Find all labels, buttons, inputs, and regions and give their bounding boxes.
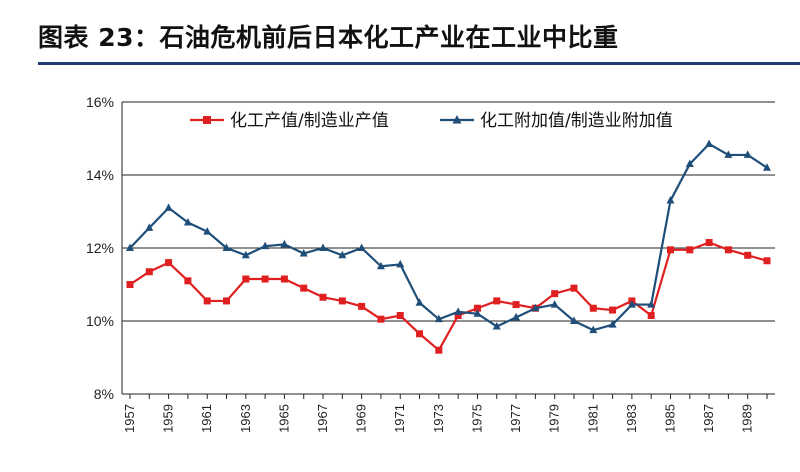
data-point-series-2 bbox=[454, 307, 463, 315]
data-point-series-1 bbox=[493, 297, 501, 305]
data-point-series-2 bbox=[743, 150, 752, 158]
data-point-series-1 bbox=[280, 275, 288, 283]
data-point-series-2 bbox=[357, 243, 366, 251]
y-tick-label: 8% bbox=[94, 386, 114, 402]
x-tick-label: 1965 bbox=[276, 404, 291, 433]
data-point-series-1 bbox=[435, 346, 443, 354]
data-point-series-2 bbox=[299, 248, 308, 257]
data-point-series-1 bbox=[570, 284, 578, 292]
y-tick-label: 10% bbox=[86, 313, 114, 329]
x-tick-label: 1985 bbox=[662, 404, 677, 433]
data-point-series-1 bbox=[242, 275, 250, 283]
data-point-series-2 bbox=[685, 159, 694, 168]
data-point-series-2 bbox=[492, 321, 501, 330]
data-point-series-1 bbox=[223, 297, 231, 305]
data-point-series-1 bbox=[416, 330, 424, 338]
x-tick-label: 1989 bbox=[740, 404, 755, 433]
data-point-series-2 bbox=[145, 223, 154, 231]
data-point-series-2 bbox=[222, 243, 231, 251]
data-point-series-2 bbox=[647, 300, 656, 308]
x-tick-label: 1973 bbox=[431, 404, 446, 433]
y-tick-label: 12% bbox=[86, 240, 114, 256]
data-point-series-1 bbox=[724, 246, 732, 254]
x-tick-label: 1983 bbox=[624, 404, 639, 433]
data-point-series-2 bbox=[763, 163, 771, 171]
data-point-series-1 bbox=[396, 312, 404, 320]
data-point-series-1 bbox=[744, 251, 752, 259]
data-point-series-2 bbox=[183, 217, 192, 226]
data-point-series-1 bbox=[338, 297, 346, 305]
data-point-series-2 bbox=[724, 150, 733, 158]
data-point-series-2 bbox=[319, 243, 328, 251]
data-point-series-1 bbox=[763, 257, 771, 265]
x-tick-label: 1977 bbox=[508, 404, 523, 433]
page-title: 图表 23：石油危机前后日本化工产业在工业中比重 bbox=[38, 23, 619, 52]
data-point-series-2 bbox=[666, 196, 675, 204]
data-point-series-2 bbox=[627, 300, 636, 308]
data-point-series-2 bbox=[473, 309, 482, 317]
data-point-series-2 bbox=[261, 241, 270, 250]
data-point-series-1 bbox=[551, 290, 559, 298]
data-point-series-2 bbox=[280, 239, 289, 248]
series-line-2 bbox=[129, 142, 768, 332]
data-point-series-2 bbox=[512, 312, 521, 321]
x-tick-label: 1981 bbox=[585, 404, 600, 433]
data-point-series-1 bbox=[300, 284, 308, 292]
title-divider bbox=[38, 62, 800, 65]
data-point-series-2 bbox=[569, 316, 578, 324]
data-point-series-1 bbox=[203, 297, 211, 305]
data-point-series-2 bbox=[164, 203, 173, 211]
x-tick-label: 1979 bbox=[547, 404, 562, 433]
data-point-series-2 bbox=[203, 227, 212, 235]
data-point-series-1 bbox=[705, 239, 713, 247]
legend-label: 化工产值/制造业产值 bbox=[230, 111, 389, 131]
data-point-series-2 bbox=[338, 250, 347, 259]
x-tick-label: 1971 bbox=[392, 404, 407, 433]
y-tick-label: 16% bbox=[86, 94, 114, 110]
data-point-series-2 bbox=[241, 250, 250, 259]
data-point-series-1 bbox=[666, 246, 674, 254]
x-tick-label: 1987 bbox=[701, 404, 716, 433]
data-point-series-1 bbox=[473, 304, 481, 312]
data-point-series-2 bbox=[550, 300, 559, 308]
x-tick-label: 1957 bbox=[122, 404, 137, 433]
data-point-series-1 bbox=[319, 293, 327, 301]
header: 图表 23：石油危机前后日本化工产业在工业中比重 bbox=[0, 0, 800, 68]
data-point-series-1 bbox=[609, 306, 617, 314]
data-point-series-2 bbox=[589, 325, 598, 334]
data-point-series-1 bbox=[377, 315, 385, 323]
data-point-series-1 bbox=[686, 246, 694, 254]
x-tick-label: 1963 bbox=[238, 404, 253, 433]
data-point-series-1 bbox=[261, 275, 269, 283]
x-tick-label: 1961 bbox=[199, 404, 214, 433]
data-point-series-1 bbox=[126, 281, 134, 288]
data-point-series-2 bbox=[396, 259, 405, 268]
data-point-series-1 bbox=[145, 268, 153, 276]
data-point-series-1 bbox=[454, 312, 462, 320]
data-point-series-1 bbox=[647, 312, 655, 320]
data-point-series-2 bbox=[608, 320, 617, 328]
data-point-series-1 bbox=[589, 304, 597, 312]
legend-marker bbox=[452, 115, 462, 124]
data-point-series-2 bbox=[376, 261, 385, 270]
data-point-series-1 bbox=[358, 302, 366, 310]
data-point-series-2 bbox=[705, 139, 714, 147]
data-point-series-1 bbox=[165, 259, 173, 267]
data-point-series-2 bbox=[415, 298, 424, 306]
legend-marker bbox=[203, 116, 211, 124]
x-tick-label: 1967 bbox=[315, 404, 330, 433]
data-point-series-1 bbox=[184, 277, 192, 285]
data-point-series-2 bbox=[126, 243, 134, 251]
legend-label: 化工附加值/制造业附加值 bbox=[480, 111, 673, 131]
x-tick-label: 1959 bbox=[161, 404, 176, 433]
data-point-series-2 bbox=[531, 303, 540, 312]
data-point-series-1 bbox=[512, 301, 520, 309]
data-point-series-2 bbox=[434, 314, 443, 323]
x-tick-label: 1975 bbox=[469, 404, 484, 433]
x-tick-label: 1969 bbox=[354, 404, 369, 433]
y-tick-label: 14% bbox=[86, 167, 114, 183]
series-line-1 bbox=[129, 241, 768, 352]
